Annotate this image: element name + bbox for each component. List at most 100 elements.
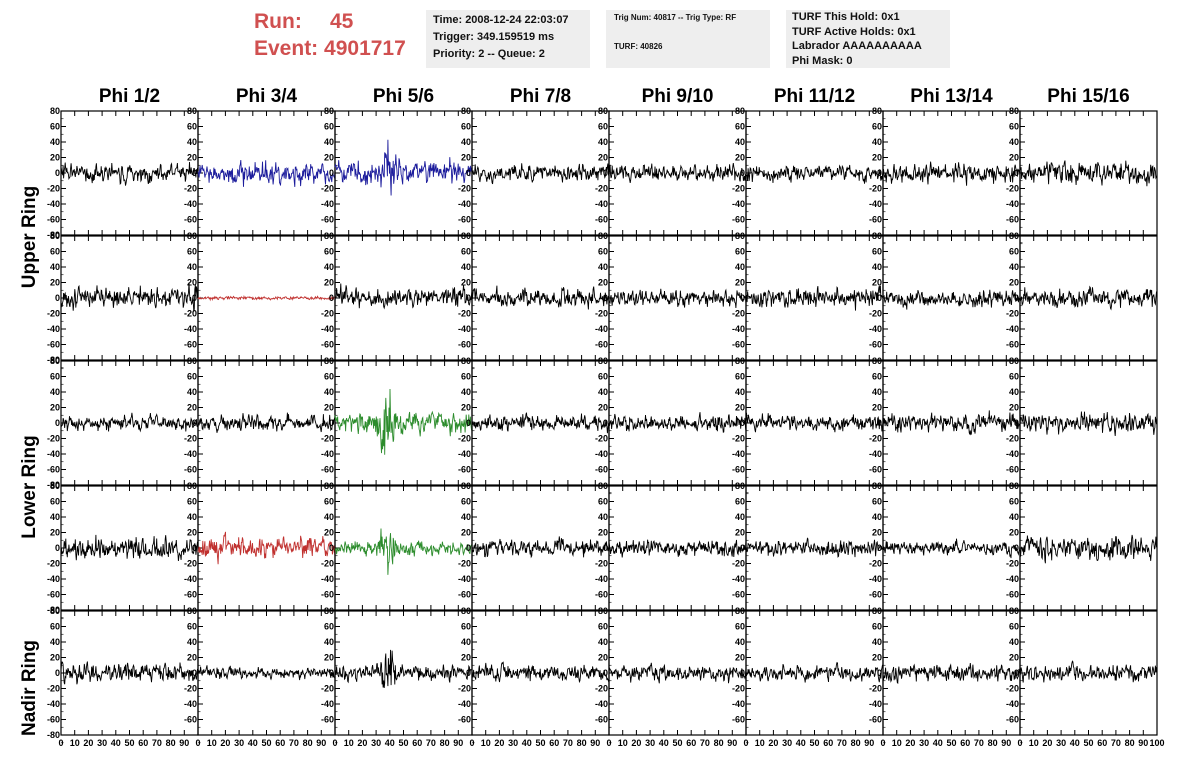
phi-label-2: Phi 3/4 [235, 86, 298, 107]
y-tick-label-r4c6: 60 [872, 622, 882, 632]
x-tick-label-r4c3: 20 [494, 738, 504, 748]
y-tick-label-r1c4: -40 [595, 324, 608, 334]
x-tick-label-r4c0: 20 [83, 738, 93, 748]
panel-frame-r4c7 [1019, 610, 1158, 736]
trigger-info-box: Trig Num: 40817 -- Trig Type: RF TURF: 4… [606, 10, 770, 68]
x-tick-label-r4c6: 20 [905, 738, 915, 748]
y-tick-label-r2c3: -20 [458, 434, 471, 444]
x-tick-label-r4c5: 10 [755, 738, 765, 748]
y-tick-label-r2c1: 20 [187, 403, 197, 413]
y-tick-label-r4c1: 60 [187, 622, 197, 632]
phi-label-1: Phi 1/2 [98, 86, 161, 107]
x-tick-label-r4c6: 0 [880, 738, 885, 748]
y-tick-label-r0c2: 20 [324, 153, 334, 163]
y-tick-label-r3c5: 20 [735, 528, 745, 538]
x-tick-label-r4c2: 0 [332, 738, 337, 748]
x-tick-label-r4c1: 20 [220, 738, 230, 748]
y-tick-label-r2c1: 0 [192, 418, 197, 428]
x-tick-label-r4c0: 70 [152, 738, 162, 748]
y-tick-label-r1c3: 0 [466, 293, 471, 303]
y-tick-label-r2c2: -40 [321, 449, 334, 459]
y-tick-label-r3c4: 0 [603, 543, 608, 553]
y-tick-label-r4c4: -40 [595, 699, 608, 709]
x-tick-label-r4c4: 90 [727, 738, 737, 748]
y-tick-label-r4c1: 80 [187, 606, 197, 616]
x-tick-label-r4c4: 30 [645, 738, 655, 748]
trig-num-text: Trig Num: 40817 -- Trig Type: RF [614, 13, 737, 22]
y-tick-label-r2c7: -20 [1006, 434, 1019, 444]
x-tick-label-r4c3: 50 [535, 738, 545, 748]
y-tick-label-r1c6: 60 [872, 247, 882, 257]
x-tick-label-r4c6: 70 [974, 738, 984, 748]
waveform-r1c1 [197, 295, 335, 302]
time-info-box: Time: 2008-12-24 22:03:07 Trigger: 349.1… [426, 10, 590, 68]
x-tick-label-r4c7: 20 [1042, 738, 1052, 748]
y-tick-label-r3c6: -40 [869, 574, 882, 584]
y-tick-label-r2c2: -20 [321, 434, 334, 444]
y-tick-label-r3c6: -60 [869, 590, 882, 600]
y-tick-label-r2c5: 80 [735, 356, 745, 366]
y-tick-label-r4c4: 20 [598, 653, 608, 663]
y-tick-label-r3c1: 20 [187, 528, 197, 538]
y-tick-label-r1c6: -60 [869, 340, 882, 350]
y-tick-label-r2c7: 0 [1014, 418, 1019, 428]
y-tick-label-r1c1: -60 [184, 340, 197, 350]
y-tick-label-r2c1: 40 [187, 387, 197, 397]
y-tick-label-r4c2: -40 [321, 699, 334, 709]
y-tick-label-r1c4: 40 [598, 262, 608, 272]
y-tick-label-r4c5: -40 [732, 699, 745, 709]
x-tick-label-r4c7: 80 [1125, 738, 1135, 748]
y-tick-label-r2c5: 40 [735, 387, 745, 397]
y-tick-label-r1c3: -40 [458, 324, 471, 334]
y-tick-label-r1c5: 60 [735, 247, 745, 257]
waveform-r0c4 [608, 163, 747, 183]
y-tick-label-r0c2: 60 [324, 122, 334, 132]
y-tick-label-r0c7: -20 [1006, 184, 1019, 194]
y-tick-label-r2c1: 80 [187, 356, 197, 366]
y-tick-label-r2c2: 60 [324, 372, 334, 382]
panel-frame-r0c0 [60, 110, 199, 236]
y-tick-label-r2c6: 80 [872, 356, 882, 366]
y-tick-label-r3c7: -60 [1006, 590, 1019, 600]
y-tick-label-r0c3: 20 [461, 153, 471, 163]
x-tick-label-r4c1: 10 [207, 738, 217, 748]
x-tick-label-r4c1: 60 [275, 738, 285, 748]
y-tick-label-r4c4: -60 [595, 715, 608, 725]
y-tick-label-r0c6: 60 [872, 122, 882, 132]
turf-text: TURF: 40826 [614, 42, 663, 51]
x-tick-label-r4c1: 50 [261, 738, 271, 748]
x-tick-label-r4c1: 70 [289, 738, 299, 748]
y-tick-label-r2c0: 20 [50, 403, 60, 413]
y-tick-label-r0c4: -40 [595, 199, 608, 209]
y-tick-label-r3c1: 60 [187, 497, 197, 507]
y-tick-label-r1c3: 60 [461, 247, 471, 257]
y-tick-label-r3c1: 80 [187, 481, 197, 491]
y-tick-label-r2c4: 40 [598, 387, 608, 397]
y-tick-label-r1c3: -60 [458, 340, 471, 350]
x-tick-label-r4c1: 40 [248, 738, 258, 748]
y-tick-label-r4c7: 80 [1009, 606, 1019, 616]
y-tick-label-r4c3: -20 [458, 684, 471, 694]
y-tick-label-r0c6: 20 [872, 153, 882, 163]
y-tick-label-r3c2: -60 [321, 590, 334, 600]
y-tick-label-r3c2: 20 [324, 528, 334, 538]
x-tick-label-r4c7: 40 [1070, 738, 1080, 748]
waveform-r2c6 [882, 410, 1021, 436]
y-tick-label-r4c1: -60 [184, 715, 197, 725]
y-tick-label-r0c0: 60 [50, 122, 60, 132]
run-event-header: Run: 45 Event: 4901717 [254, 8, 406, 62]
y-tick-label-r4c0: -80 [47, 730, 60, 740]
x-tick-label-r4c3: 60 [549, 738, 559, 748]
x-tick-label-r4c6: 10 [892, 738, 902, 748]
y-tick-label-r4c6: 80 [872, 606, 882, 616]
y-tick-label-r3c5: 80 [735, 481, 745, 491]
y-tick-label-r0c3: 60 [461, 122, 471, 132]
y-tick-label-r2c6: -60 [869, 465, 882, 475]
y-tick-label-r2c0: -80 [47, 480, 60, 490]
y-tick-label-r0c1: 80 [187, 106, 197, 116]
y-tick-label-r2c4: 20 [598, 403, 608, 413]
waveform-r4c0 [60, 661, 199, 685]
y-tick-label-r3c0: 80 [50, 481, 60, 491]
y-tick-label-r1c0: -80 [47, 355, 60, 365]
y-tick-label-r4c3: 60 [461, 622, 471, 632]
